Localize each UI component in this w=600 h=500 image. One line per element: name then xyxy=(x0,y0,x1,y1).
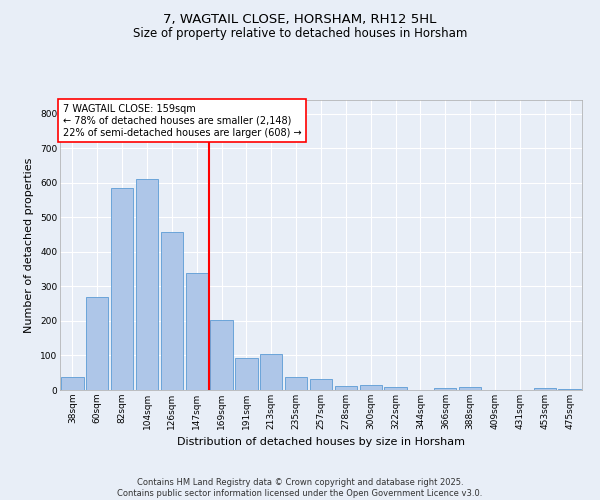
Bar xyxy=(335,386,357,390)
Bar xyxy=(359,385,382,390)
Bar xyxy=(533,388,556,390)
Bar xyxy=(385,386,407,390)
Text: Size of property relative to detached houses in Horsham: Size of property relative to detached ho… xyxy=(133,28,467,40)
Bar xyxy=(211,320,233,390)
Bar xyxy=(559,389,581,390)
Bar xyxy=(161,232,183,390)
Bar xyxy=(459,387,481,390)
Bar xyxy=(136,180,158,390)
Bar xyxy=(61,377,83,390)
X-axis label: Distribution of detached houses by size in Horsham: Distribution of detached houses by size … xyxy=(177,438,465,448)
Bar xyxy=(86,298,109,390)
Bar xyxy=(285,377,307,390)
Y-axis label: Number of detached properties: Number of detached properties xyxy=(25,158,34,332)
Text: 7, WAGTAIL CLOSE, HORSHAM, RH12 5HL: 7, WAGTAIL CLOSE, HORSHAM, RH12 5HL xyxy=(163,12,437,26)
Bar xyxy=(185,274,208,390)
Bar xyxy=(310,378,332,390)
Text: 7 WAGTAIL CLOSE: 159sqm
← 78% of detached houses are smaller (2,148)
22% of semi: 7 WAGTAIL CLOSE: 159sqm ← 78% of detache… xyxy=(62,104,301,138)
Bar xyxy=(434,388,457,390)
Bar xyxy=(260,354,283,390)
Bar xyxy=(111,188,133,390)
Text: Contains HM Land Registry data © Crown copyright and database right 2025.
Contai: Contains HM Land Registry data © Crown c… xyxy=(118,478,482,498)
Bar xyxy=(235,358,257,390)
